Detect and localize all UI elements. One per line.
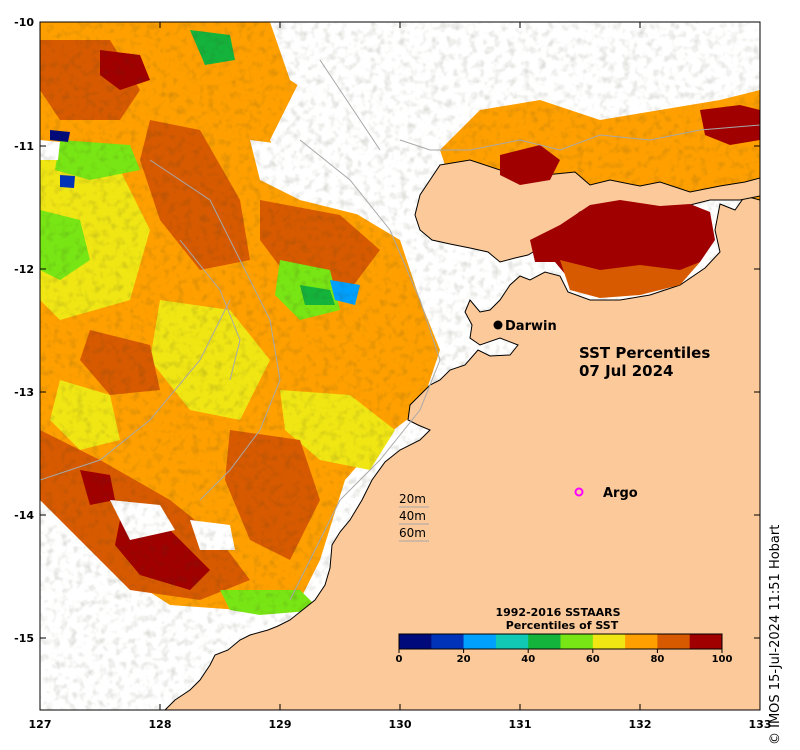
sst-region-red-ne-2 bbox=[700, 105, 760, 145]
colorbar-tick-label: 80 bbox=[650, 654, 664, 665]
isobath-extra-2 bbox=[319, 59, 381, 151]
x-tick-label: 127 bbox=[29, 718, 52, 731]
depth-legend: 20m 40m 60m bbox=[399, 492, 429, 542]
colorbar-tick-label: 40 bbox=[521, 654, 535, 665]
isobath-extra-3 bbox=[179, 239, 241, 381]
depth-label-60m: 60m bbox=[399, 526, 426, 540]
colorbar-cell bbox=[560, 634, 594, 649]
imos-credit: © IMOS 15-Jul-2024 11:51 Hobart bbox=[768, 524, 783, 745]
y-tick-label: -14 bbox=[14, 509, 34, 522]
colorbar-tick-label: 60 bbox=[586, 654, 600, 665]
argo-label: Argo bbox=[603, 486, 638, 501]
colorbar-cells bbox=[399, 634, 723, 649]
colorbar-cell bbox=[689, 634, 723, 649]
isobath-60m bbox=[149, 159, 281, 501]
y-tick-label: -12 bbox=[14, 263, 34, 276]
colorbar-tick-label: 20 bbox=[457, 654, 471, 665]
colorbar-legend: 1992-2016 SSTAARS Percentiles of SST 0 2… bbox=[396, 606, 733, 665]
colorbar-cell bbox=[431, 634, 464, 649]
isobath-20m bbox=[399, 124, 760, 151]
x-tick-label: 130 bbox=[389, 718, 412, 731]
isobath-extra-1 bbox=[40, 299, 231, 481]
colorbar-cell bbox=[625, 634, 658, 649]
colorbar-tick-marks bbox=[398, 649, 723, 653]
colorbar-title: 1992-2016 SSTAARS bbox=[495, 606, 620, 619]
depth-label-20m: 20m bbox=[399, 492, 426, 506]
sst-region-red-ne-1 bbox=[500, 145, 560, 185]
colorbar-cell bbox=[495, 634, 529, 649]
depth-label-40m: 40m bbox=[399, 509, 426, 523]
x-tick-label: 129 bbox=[269, 718, 292, 731]
x-tick-label: 128 bbox=[149, 718, 172, 731]
colorbar-tick-label: 0 bbox=[396, 654, 403, 665]
darwin-marker bbox=[493, 320, 503, 330]
colorbar-cell bbox=[528, 634, 561, 649]
map-title: SST Percentiles bbox=[579, 344, 710, 362]
isobath-40m bbox=[289, 139, 441, 601]
x-tick-labels: 127 128 129 130 131 132 133 bbox=[29, 718, 772, 731]
colorbar-cell bbox=[657, 634, 690, 649]
colorbar-border bbox=[398, 633, 723, 650]
y-tick-label: -13 bbox=[14, 386, 34, 399]
y-tick-label: -15 bbox=[14, 632, 34, 645]
y-tick-marks bbox=[40, 21, 760, 639]
x-tick-label: 132 bbox=[629, 718, 652, 731]
y-tick-label: -11 bbox=[14, 140, 34, 153]
colorbar-tick-label: 100 bbox=[712, 654, 733, 665]
x-tick-label: 131 bbox=[509, 718, 532, 731]
sst-region-darkorange-gulf bbox=[560, 260, 700, 298]
darwin-label: Darwin bbox=[505, 319, 557, 334]
colorbar-cell bbox=[592, 634, 626, 649]
colorbar-cell bbox=[463, 634, 497, 649]
colorbar-cell bbox=[399, 634, 432, 649]
x-tick-label: 133 bbox=[749, 718, 772, 731]
colorbar-subtitle: Percentiles of SST bbox=[506, 619, 619, 632]
argo-marker bbox=[574, 487, 584, 497]
isobath-contours bbox=[40, 59, 760, 601]
x-tick-marks bbox=[39, 22, 761, 710]
map-date: 07 Jul 2024 bbox=[579, 362, 673, 380]
y-tick-labels: -10 -11 -12 -13 -14 -15 bbox=[14, 16, 34, 645]
y-tick-label: -10 bbox=[14, 16, 34, 29]
